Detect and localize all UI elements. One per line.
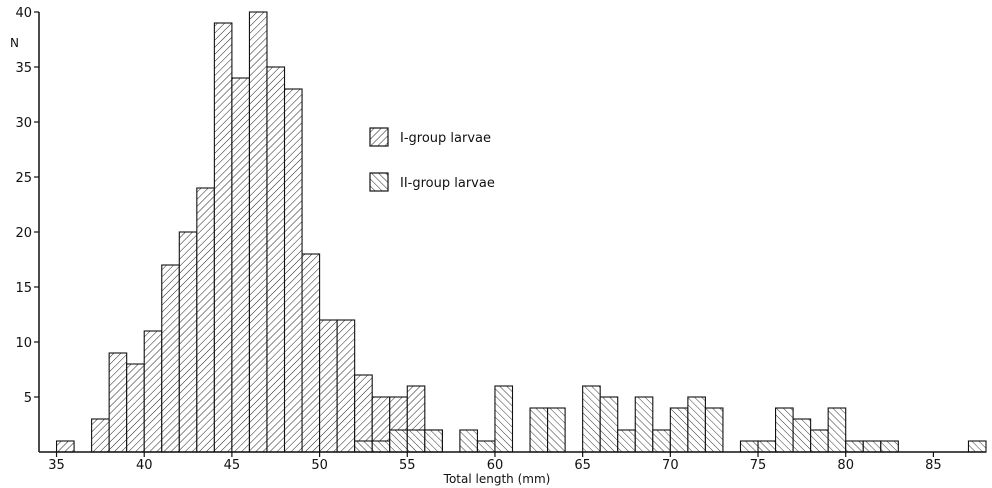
x-tick-label-55: 55 xyxy=(399,458,416,473)
y-tick-label-40: 40 xyxy=(15,6,32,21)
bar-i-group-44 xyxy=(213,22,233,453)
x-tick-label-60: 60 xyxy=(487,458,504,473)
bar-i-group-37 xyxy=(91,418,110,453)
bar-i-group-35 xyxy=(55,440,75,453)
bar-i-group-46 xyxy=(248,11,268,453)
bar-i-group-49 xyxy=(301,253,321,453)
bar-ii-group-70 xyxy=(669,407,689,453)
x-tick-label-80: 80 xyxy=(837,458,854,473)
bar-ii-group-54 xyxy=(389,429,408,453)
legend-swatch-ii-group xyxy=(369,172,389,192)
bar-ii-group-78 xyxy=(810,429,829,453)
bar-ii-group-55 xyxy=(406,429,426,453)
bar-ii-group-65 xyxy=(582,385,601,453)
y-tick-label-25: 25 xyxy=(15,171,32,186)
y-ticks: 5 10 15 20 25 30 35 40 xyxy=(15,6,39,406)
bar-ii-group-71 xyxy=(687,396,706,453)
bar-ii-group-67 xyxy=(617,429,636,453)
bar-ii-group-68 xyxy=(634,396,654,453)
x-tick-label-40: 40 xyxy=(136,458,153,473)
bar-ii-group-87 xyxy=(967,440,987,453)
bars-layer xyxy=(55,11,987,453)
bar-ii-group-77 xyxy=(792,418,812,453)
y-axis-label: N xyxy=(10,36,19,50)
bar-i-group-47 xyxy=(266,66,286,453)
bar-ii-group-76 xyxy=(775,407,794,453)
x-ticks: 35 40 45 50 55 60 65 70 75 80 85 xyxy=(48,452,942,473)
bar-ii-group-58 xyxy=(459,429,478,453)
x-tick-label-75: 75 xyxy=(750,458,767,473)
legend: I-group larvae II-group larvae xyxy=(369,127,495,192)
bar-i-group-41 xyxy=(161,264,180,453)
bar-i-group-38 xyxy=(108,352,128,453)
bar-ii-group-59 xyxy=(476,440,496,453)
bar-ii-group-80 xyxy=(845,440,864,453)
bar-i-group-48 xyxy=(283,88,303,453)
bar-i-group-50 xyxy=(319,319,338,453)
bar-i-group-42 xyxy=(178,231,198,453)
bar-ii-group-53 xyxy=(371,440,391,453)
bar-ii-group-60 xyxy=(494,385,514,453)
bar-ii-group-63 xyxy=(547,407,566,453)
y-tick-label-35: 35 xyxy=(15,61,32,76)
x-tick-label-70: 70 xyxy=(662,458,679,473)
legend-swatch-i-group xyxy=(369,127,389,147)
bar-ii-group-62 xyxy=(529,407,549,453)
bar-ii-group-66 xyxy=(599,396,619,453)
bar-i-group-40 xyxy=(143,330,163,453)
y-tick-label-15: 15 xyxy=(15,281,32,296)
bar-ii-group-81 xyxy=(862,440,882,453)
bar-ii-group-82 xyxy=(880,440,899,453)
x-tick-label-65: 65 xyxy=(574,458,591,473)
bar-ii-group-56 xyxy=(424,429,443,453)
bar-i-group-43 xyxy=(196,187,215,453)
x-tick-label-45: 45 xyxy=(224,458,241,473)
y-tick-label-20: 20 xyxy=(15,226,32,241)
x-axis-label: Total length (mm) xyxy=(443,472,551,486)
y-tick-label-30: 30 xyxy=(15,116,32,131)
bar-i-group-45 xyxy=(231,77,250,453)
bar-i-group-51 xyxy=(336,319,356,453)
legend-label-i-group: I-group larvae xyxy=(400,131,491,146)
x-tick-label-50: 50 xyxy=(311,458,328,473)
x-tick-label-85: 85 xyxy=(925,458,942,473)
y-tick-label-10: 10 xyxy=(15,336,32,351)
bar-ii-group-75 xyxy=(757,440,777,453)
bar-ii-group-69 xyxy=(652,429,671,453)
bar-ii-group-52 xyxy=(354,440,373,453)
x-tick-label-35: 35 xyxy=(48,458,65,473)
bar-i-group-39 xyxy=(126,363,145,453)
bar-ii-group-72 xyxy=(704,407,724,453)
bar-ii-group-79 xyxy=(827,407,847,453)
bar-ii-group-74 xyxy=(739,440,759,453)
y-tick-label-5: 5 xyxy=(24,391,32,406)
legend-label-ii-group: II-group larvae xyxy=(400,176,495,191)
